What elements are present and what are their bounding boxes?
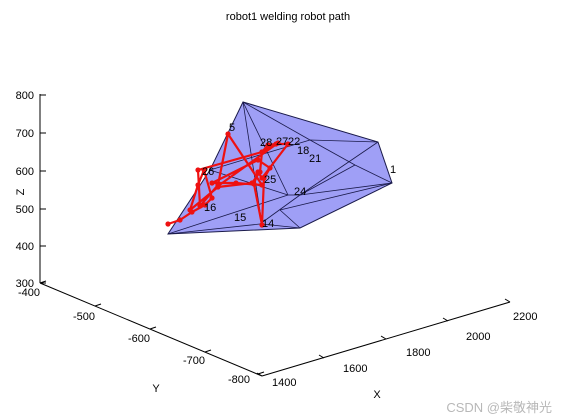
x-tick-label: 2200 xyxy=(513,311,537,323)
y-tick-mark xyxy=(204,349,212,353)
x-tick-mark xyxy=(256,372,263,377)
surface-edge xyxy=(309,139,356,166)
path-line xyxy=(167,132,290,227)
point-label: 21 xyxy=(309,153,321,165)
path-point xyxy=(259,149,265,155)
x-tick-mark xyxy=(318,354,325,359)
surface-edge xyxy=(299,164,356,196)
y-tick-label: -500 xyxy=(73,311,95,323)
x-tick-label: 1400 xyxy=(272,377,296,389)
y-tick-mark xyxy=(149,326,157,330)
point-label: 15 xyxy=(234,212,246,224)
path-point xyxy=(259,222,265,228)
point-label: 26 xyxy=(202,166,214,178)
path-point xyxy=(275,140,281,146)
axis-ticks: 300 400 500 600 700 800 -400 -500 -600 -700 -800 14… xyxy=(16,90,538,389)
surface-edge xyxy=(242,101,311,141)
path-point xyxy=(209,180,215,186)
path-point xyxy=(215,183,221,189)
surface-edge xyxy=(279,182,393,211)
surface-edge xyxy=(167,194,289,235)
point-label: 1 xyxy=(390,164,396,176)
x-tick-label: 1600 xyxy=(343,363,367,375)
path-point xyxy=(195,167,201,173)
path-point xyxy=(209,195,215,201)
point-label: 16 xyxy=(204,202,216,214)
point-label: 18 xyxy=(297,145,309,157)
path-point xyxy=(255,157,261,163)
surface-edge xyxy=(209,159,244,171)
z-tick-label: 300 xyxy=(16,278,34,290)
y-tick-mark xyxy=(94,303,102,307)
point-label: 5 xyxy=(229,122,235,134)
path-point xyxy=(261,175,267,181)
path-point xyxy=(265,142,271,148)
z-tick-label: 400 xyxy=(16,241,34,253)
path-point xyxy=(201,167,207,173)
path-point xyxy=(285,141,291,147)
welding-path xyxy=(165,131,291,228)
path-point xyxy=(233,180,239,186)
surface-edge xyxy=(354,164,393,184)
path-point xyxy=(255,169,261,175)
x-tick-mark xyxy=(504,298,511,303)
surface-edge xyxy=(309,139,379,143)
z-tick-label: 800 xyxy=(16,90,34,102)
path-point xyxy=(197,203,203,209)
z-tick-label: 700 xyxy=(16,128,34,140)
surface-edge xyxy=(279,209,301,229)
z-tick-label: 600 xyxy=(16,166,34,178)
y-tick-label: -600 xyxy=(128,333,150,345)
path-point xyxy=(225,131,231,137)
y-tick-label: -800 xyxy=(228,374,250,386)
y-tick-label: -400 xyxy=(18,287,40,299)
surface-edge xyxy=(299,182,393,196)
surface-edge xyxy=(259,194,301,225)
point-label: 28 xyxy=(260,137,272,149)
surface-edge xyxy=(261,223,301,229)
z-tick-label: 500 xyxy=(16,204,34,216)
x-tick-mark xyxy=(380,335,387,340)
y-axis-line xyxy=(39,282,263,377)
point-label: 24 xyxy=(294,186,306,198)
y-axis-label: Y xyxy=(152,383,160,395)
y-tick-label: -700 xyxy=(183,355,205,367)
path-point xyxy=(165,221,171,227)
x-tick-mark xyxy=(442,317,449,322)
path-point xyxy=(202,202,208,208)
path-point xyxy=(259,182,265,188)
point-label: 27 xyxy=(276,136,288,148)
x-axis-label: X xyxy=(373,389,381,401)
surface-edge xyxy=(299,141,379,196)
x-tick-label: 2000 xyxy=(466,331,490,343)
z-axis-label: Z xyxy=(15,188,27,195)
path-point xyxy=(187,207,193,213)
chart-title: robot1 welding robot path xyxy=(226,11,350,23)
path-point xyxy=(251,181,257,187)
point-label: 14 xyxy=(262,218,274,230)
path-point xyxy=(177,217,183,223)
path-point xyxy=(195,182,201,188)
path-point xyxy=(267,165,273,171)
point-label: 25 xyxy=(264,174,276,186)
x-tick-label: 1800 xyxy=(406,347,430,359)
watermark: CSDN @柴敬神光 xyxy=(446,400,552,415)
point-label: 22 xyxy=(288,136,300,148)
surface-edge xyxy=(242,139,311,161)
surface-edge xyxy=(167,223,261,235)
y-tick-mark xyxy=(39,280,47,284)
